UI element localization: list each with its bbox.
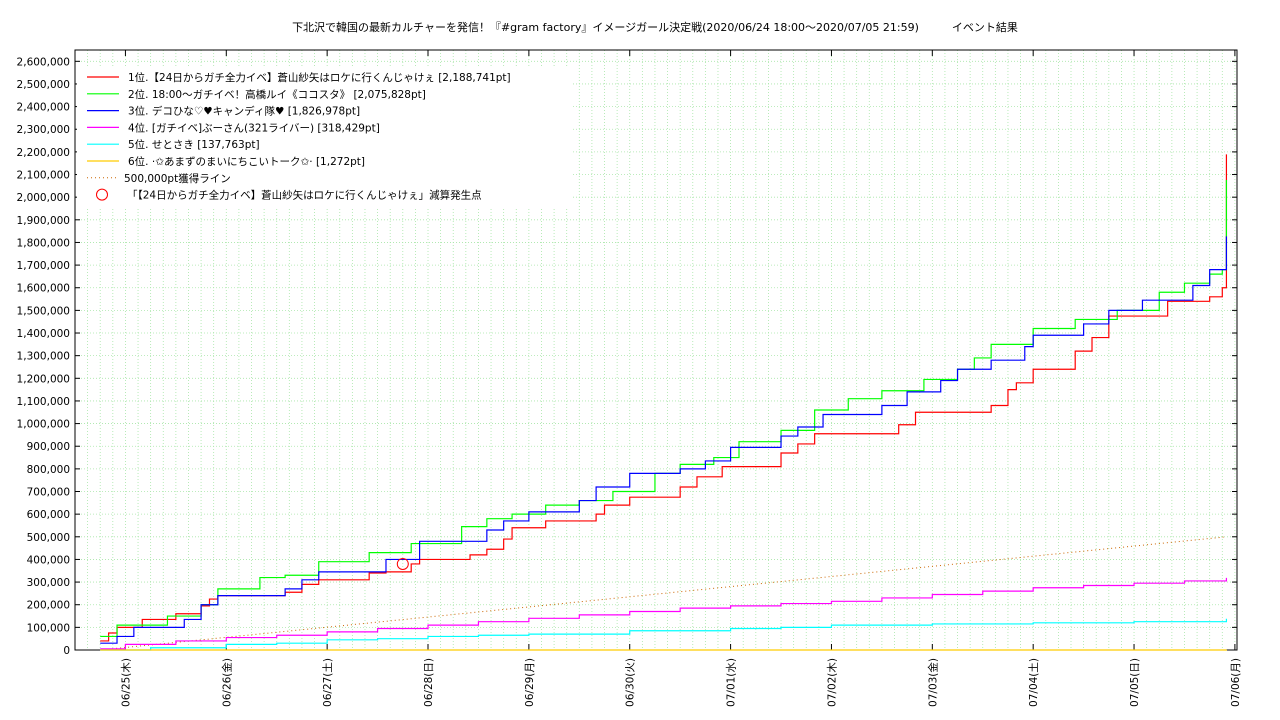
legend-label: 1位.【24日からガチ全力イベ】蒼山紗矢はロケに行くんじゃけぇ [2,188,7…: [128, 71, 511, 84]
x-tick-label: 07/05(日): [1129, 658, 1141, 707]
y-tick-label: 1,400,000: [17, 328, 70, 340]
y-tick-label: 700,000: [27, 487, 70, 499]
reference-line-layer: [100, 536, 1227, 651]
x-tick-label: 06/25(木): [120, 658, 132, 707]
legend-label: 4位. [ガチイベ]ぶーさん(321ライバー) [318,429pt]: [128, 121, 380, 134]
y-tick-label: 800,000: [27, 464, 70, 476]
y-tick-label: 200,000: [27, 600, 70, 612]
chart-title: 下北沢で韓国の最新カルチャーを発信！『#gram factory』イメージガール…: [292, 20, 1018, 34]
x-tick-label: 07/06(月): [1230, 658, 1242, 707]
series-layer: [100, 154, 1228, 651]
x-tick-label: 06/28(日): [423, 658, 435, 707]
y-tick-label: 1,900,000: [17, 215, 70, 227]
marker-layer: [396, 557, 409, 570]
legend-swatch: [96, 188, 108, 201]
x-tick-label: 06/30(火): [625, 658, 637, 707]
legend-label: 500,000pt獲得ライン: [124, 172, 231, 185]
x-tick-label: 07/03(金): [926, 658, 939, 707]
y-tick-label: 1,300,000: [17, 351, 70, 363]
y-axis: 0 100,000 200,000 300,000 400,000 500,000 600,…: [17, 56, 1237, 657]
y-tick-label: 2,000,000: [17, 192, 70, 204]
y-tick-label: 600,000: [27, 509, 70, 521]
series-line-2: [100, 180, 1228, 638]
y-tick-label: 500,000: [27, 532, 70, 544]
y-tick-label: 2,300,000: [17, 124, 70, 136]
x-tick-label: 07/02(木): [826, 658, 838, 707]
x-tick-label: 06/29(月): [524, 658, 536, 707]
deduction-marker: [396, 557, 409, 570]
reference-line: [100, 536, 1227, 651]
y-tick-label: 900,000: [27, 441, 70, 453]
series-line-5: [100, 618, 1228, 651]
legend-label: 6位. ·✩あまずのまいにちこいトーク✩· [1,272pt]: [128, 155, 365, 168]
x-tick-label: 07/04(土): [1027, 658, 1040, 707]
y-tick-label: 1,000,000: [17, 419, 70, 431]
legend-label: 「【24日からガチ全力イベ】蒼山紗矢はロケに行くんじゃけぇ」減算発生点: [127, 189, 482, 202]
legend-label: 2位. 18:00〜ガチイベ！高橋ルイ《ココスタ》 [2,075,828pt]: [128, 88, 426, 101]
legend-background: [77, 66, 572, 208]
y-tick-label: 1,100,000: [17, 396, 70, 408]
y-tick-label: 0: [63, 645, 70, 657]
x-tick-label: 07/01(水): [726, 658, 738, 707]
series-line-3: [100, 236, 1228, 644]
x-tick-label: 06/27(土): [321, 658, 334, 707]
x-tick-label: 06/26(金): [220, 658, 233, 707]
series-line-4: [100, 577, 1228, 650]
y-tick-label: 1,500,000: [17, 305, 70, 317]
legend-label: 3位. デコひな♡♥キャンディ隊♥ [1,826,978pt]: [128, 105, 360, 118]
y-tick-label: 2,100,000: [17, 170, 70, 182]
y-tick-label: 100,000: [27, 622, 70, 634]
y-tick-label: 1,200,000: [17, 373, 70, 385]
y-tick-label: 2,600,000: [17, 56, 70, 68]
x-axis: 06/25(木) 06/26(金) 06/27(土) 06/28(日) 06/29(月)…: [120, 50, 1242, 707]
series-line-1: [100, 154, 1228, 642]
legend-label: 5位. せとさき [137,763pt]: [128, 138, 260, 151]
y-tick-label: 2,500,000: [17, 79, 70, 91]
legend: 1位.【24日からガチ全力イベ】蒼山紗矢はロケに行くんじゃけぇ [2,188,7…: [77, 66, 572, 208]
y-tick-label: 300,000: [27, 577, 70, 589]
y-tick-label: 2,200,000: [17, 147, 70, 159]
y-tick-label: 1,800,000: [17, 237, 70, 249]
y-tick-label: 400,000: [27, 554, 70, 566]
y-tick-label: 1,600,000: [17, 283, 70, 295]
y-tick-label: 1,700,000: [17, 260, 70, 272]
y-tick-label: 2,400,000: [17, 102, 70, 114]
